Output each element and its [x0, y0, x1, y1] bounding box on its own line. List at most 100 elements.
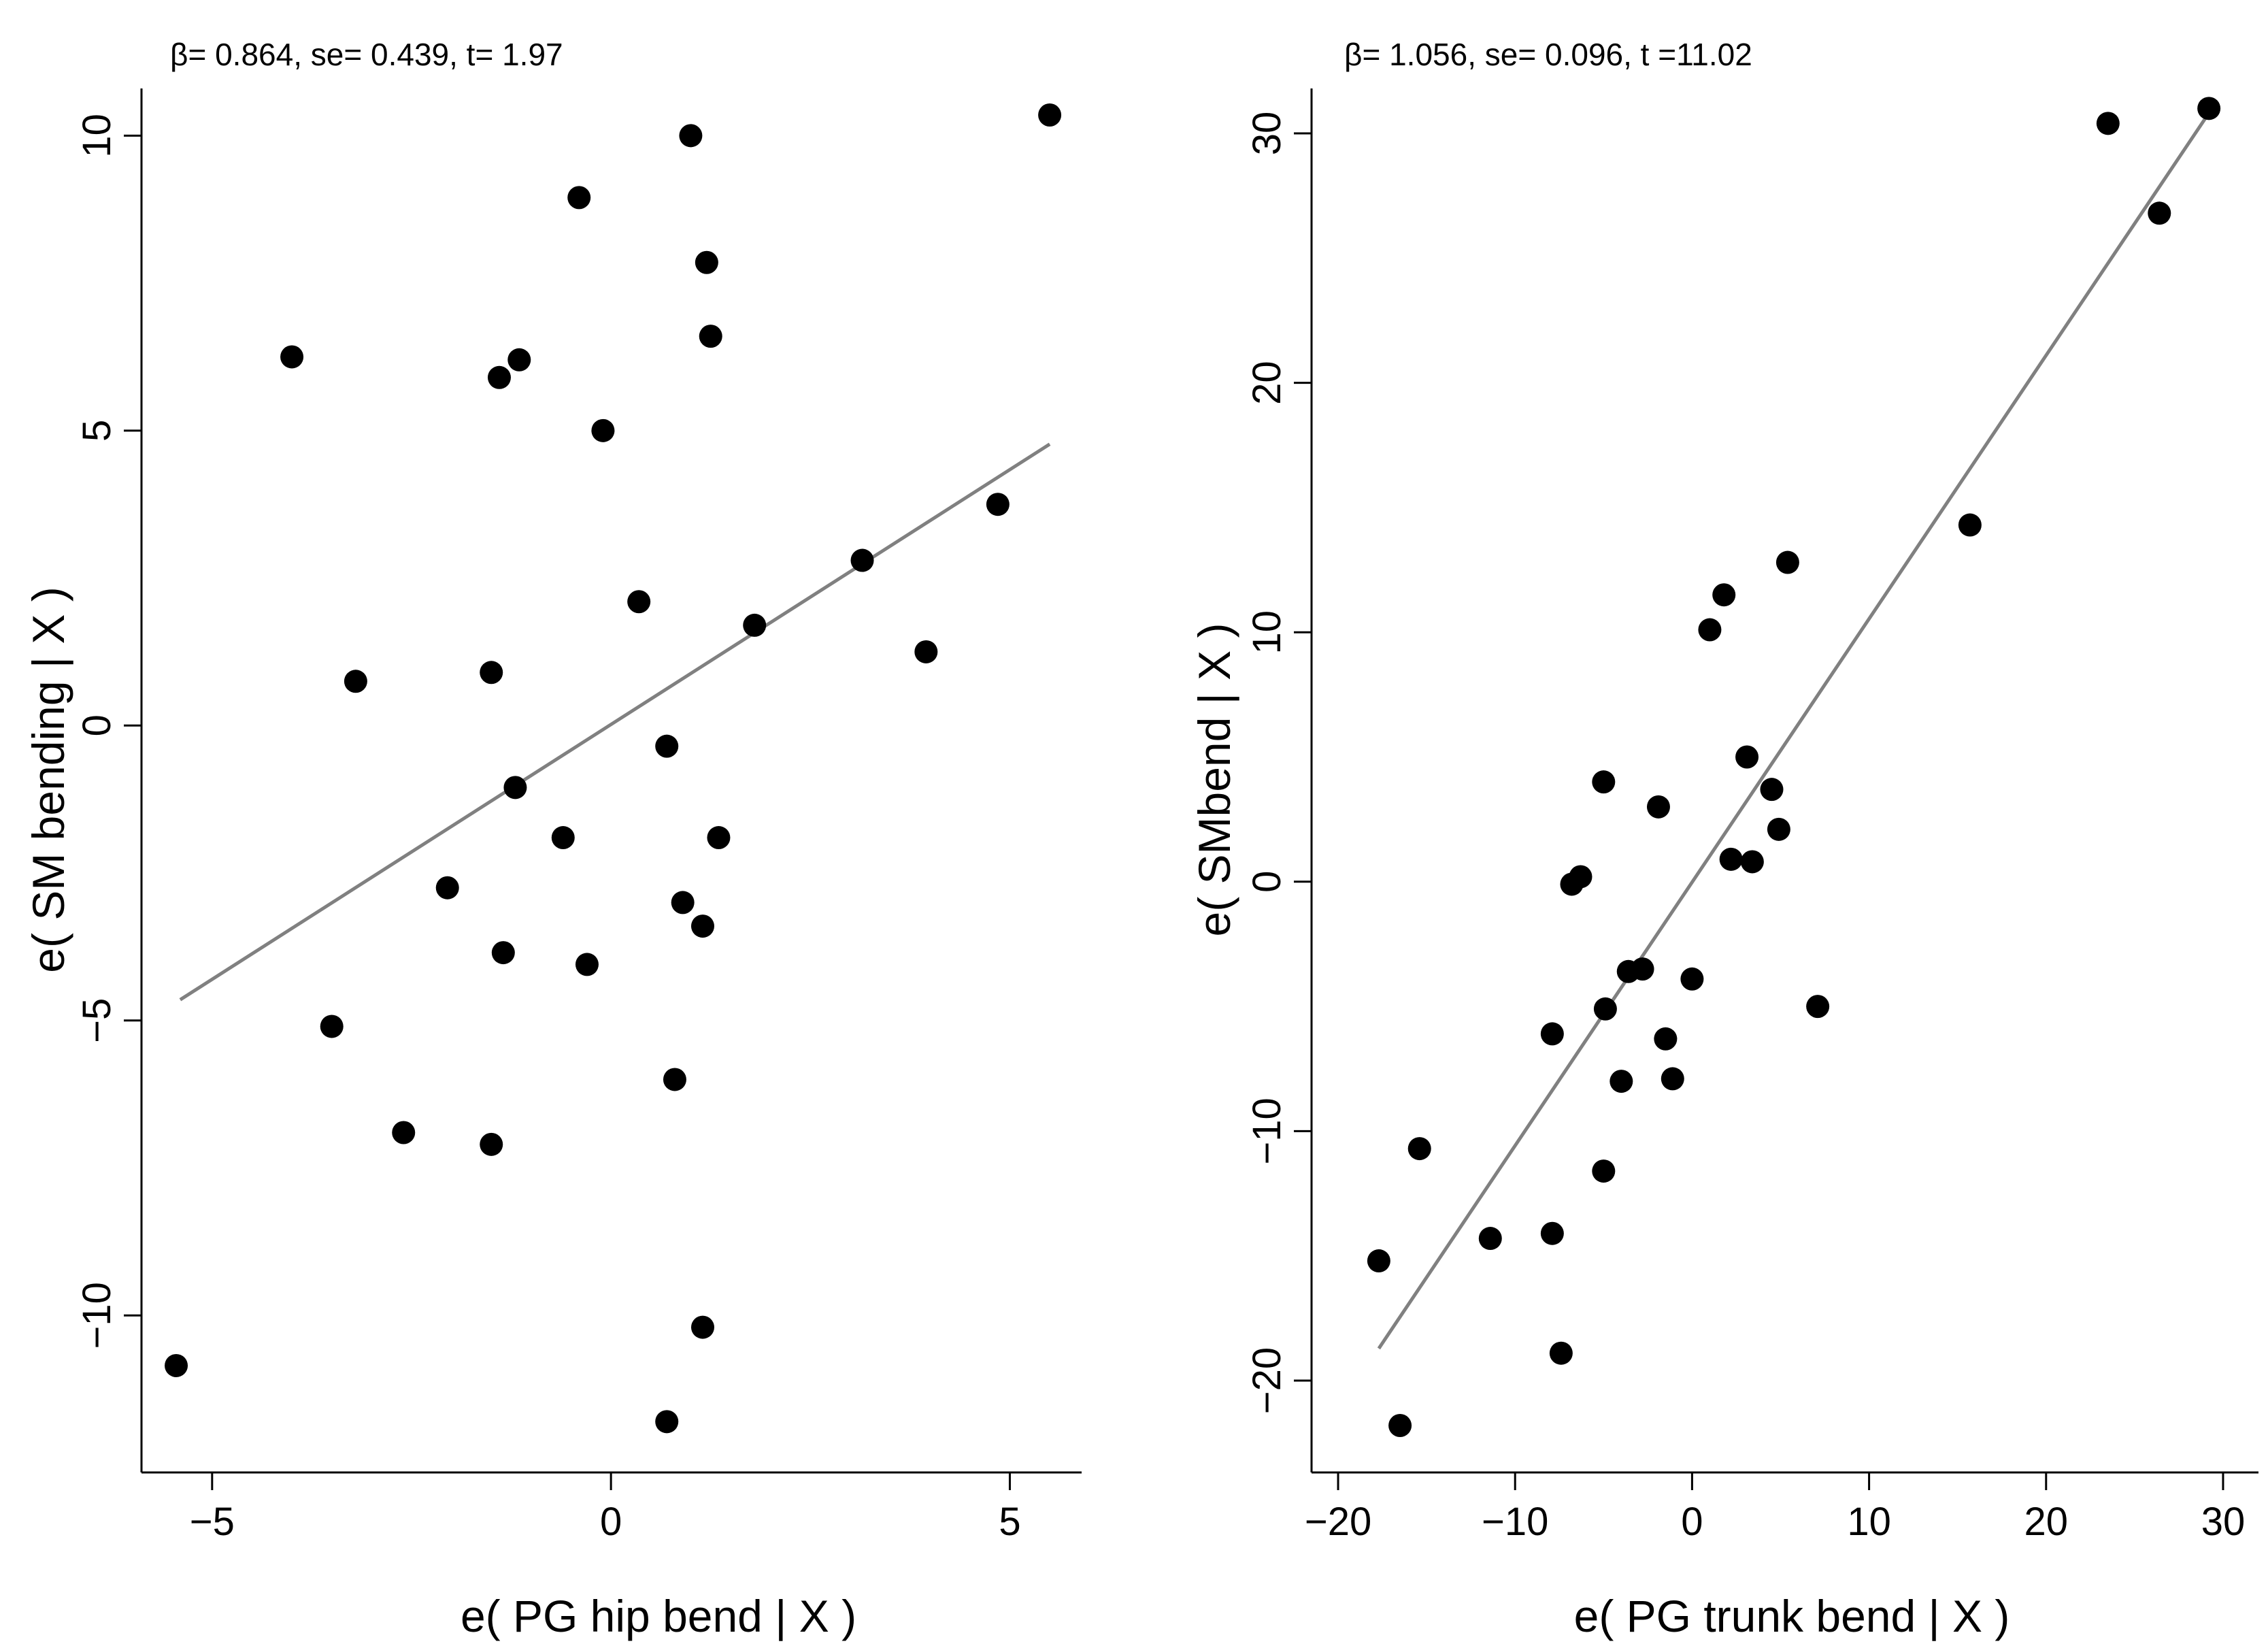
left-data-point	[280, 345, 304, 369]
right-data-point	[1767, 817, 1790, 841]
right-fit-line-group	[1377, 112, 2211, 1350]
left-data-point	[1038, 103, 1062, 127]
left-fit-line	[179, 442, 1051, 1002]
right-data-point	[1407, 1137, 1431, 1161]
right-y-tick-label: 0	[1245, 871, 1289, 893]
right-fit-line	[1377, 112, 2211, 1350]
left-y-tick-label: 0	[75, 714, 119, 736]
left-y-ticks: −10 −5 0 5 10	[75, 114, 141, 1349]
left-data-point	[503, 776, 527, 800]
left-data-point	[663, 1068, 686, 1091]
right-stats-annotation: β= 1.056, se= 0.096, t =11.02	[1344, 37, 1752, 72]
left-data-point	[914, 640, 938, 663]
right-data-point	[1631, 957, 1654, 981]
right-x-tick-label: 0	[1681, 1500, 1703, 1544]
left-data-point	[690, 914, 714, 938]
left-data-point	[743, 613, 767, 637]
left-x-tick-label: 5	[999, 1500, 1020, 1544]
left-y-tick-label: −10	[75, 1282, 119, 1349]
right-y-tick-label: 10	[1245, 610, 1289, 655]
left-data-point	[487, 365, 511, 389]
left-data-point	[627, 590, 651, 614]
right-x-tick-label: 30	[2201, 1500, 2246, 1544]
right-data-point	[1593, 997, 1617, 1021]
left-data-point	[165, 1353, 188, 1377]
left-data-point	[480, 1132, 503, 1156]
right-x-ticks: −20 −10 0 10 20 30	[1305, 1472, 2245, 1544]
left-x-axis-title: e( PG hip bend | X )	[461, 1591, 856, 1641]
right-x-tick-label: −10	[1482, 1500, 1548, 1544]
left-data-point	[986, 493, 1010, 516]
left-data-point	[699, 325, 722, 348]
right-y-tick-label: 30	[1245, 112, 1289, 156]
left-data-point	[850, 548, 874, 572]
right-x-tick-label: −20	[1305, 1500, 1371, 1544]
left-y-tick-label: 5	[75, 420, 119, 442]
right-data-point	[1388, 1414, 1412, 1438]
left-x-tick-label: 0	[600, 1500, 622, 1544]
left-y-axis-title: e( SM bending | X )	[23, 587, 73, 972]
left-data-point	[575, 953, 599, 976]
right-data-point	[1646, 795, 1670, 819]
right-x-axis-title: e( PG trunk bend | X )	[1574, 1591, 2010, 1641]
left-x-ticks: −5 0 5	[190, 1472, 1021, 1544]
left-y-tick-label: −5	[75, 998, 119, 1043]
right-data-point	[1540, 1022, 1564, 1046]
left-stats-annotation: β= 0.864, se= 0.439, t= 1.97	[170, 37, 563, 72]
left-data-point	[480, 661, 503, 685]
left-data-point	[671, 891, 695, 914]
right-y-tick-label: −10	[1245, 1098, 1289, 1164]
left-data-point	[655, 734, 679, 758]
right-data-point	[1549, 1341, 1573, 1365]
right-y-tick-label: −20	[1245, 1347, 1289, 1414]
right-data-point	[1760, 778, 1784, 802]
right-y-tick-label: 20	[1245, 361, 1289, 405]
right-y-ticks: −20 −10 0 10 20 30	[1245, 112, 1312, 1414]
right-data-point	[1367, 1249, 1390, 1273]
right-y-axis-title: e( SMbend | X )	[1189, 623, 1239, 936]
right-scatter-panel: β= 1.056, se= 0.096, t =11.02 −20 −10 0 10 2…	[1189, 37, 2258, 1641]
left-data-point	[655, 1410, 679, 1434]
right-data-point	[1719, 847, 1743, 871]
right-data-point	[1610, 1070, 1633, 1093]
left-data-point	[435, 876, 459, 900]
left-fit-line-group	[179, 442, 1051, 1002]
right-data-point	[1712, 583, 1736, 607]
left-data-point	[567, 186, 591, 210]
right-points-group	[1367, 97, 2221, 1438]
left-data-point	[690, 1315, 714, 1339]
left-scatter-panel: β= 0.864, se= 0.439, t= 1.97 −10 −5 0 5 10 −…	[23, 37, 1082, 1641]
right-data-point	[1740, 850, 1764, 874]
left-data-point	[551, 826, 575, 850]
right-data-point	[1735, 745, 1759, 769]
left-points-group	[165, 103, 1062, 1434]
left-data-point	[507, 348, 531, 372]
left-x-tick-label: −5	[190, 1500, 235, 1544]
right-data-point	[2148, 201, 2171, 225]
left-data-point	[707, 826, 731, 850]
right-data-point	[1680, 967, 1704, 991]
right-data-point	[1569, 865, 1592, 889]
left-data-point	[392, 1121, 416, 1144]
right-data-point	[2096, 112, 2120, 135]
left-data-point	[695, 250, 718, 274]
right-data-point	[1661, 1067, 1684, 1091]
left-data-point	[679, 124, 703, 148]
right-x-tick-label: 20	[2024, 1500, 2069, 1544]
right-data-point	[1654, 1027, 1678, 1051]
right-data-point	[1592, 770, 1616, 794]
right-data-point	[1806, 995, 1830, 1019]
left-y-tick-label: 10	[75, 114, 119, 158]
right-data-point	[1592, 1159, 1616, 1183]
right-data-point	[1478, 1227, 1502, 1251]
right-data-point	[1540, 1221, 1564, 1245]
right-data-point	[1958, 513, 1982, 537]
right-data-point	[2197, 97, 2221, 120]
right-data-point	[1775, 550, 1799, 574]
left-data-point	[344, 670, 367, 693]
left-data-point	[591, 418, 615, 442]
right-x-tick-label: 10	[1847, 1500, 1891, 1544]
left-data-point	[491, 941, 515, 965]
